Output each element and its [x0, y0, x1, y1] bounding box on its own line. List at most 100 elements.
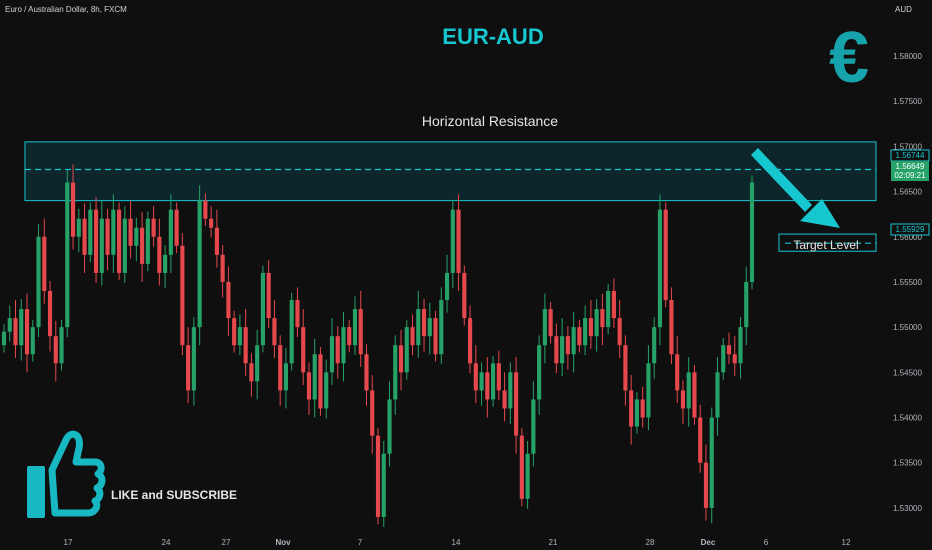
candle-body[interactable] — [312, 354, 317, 400]
candle-body[interactable] — [404, 327, 409, 373]
candle-body[interactable] — [629, 390, 634, 427]
candle-body[interactable] — [42, 236, 47, 291]
candle-body[interactable] — [128, 218, 133, 246]
candle-body[interactable] — [93, 209, 99, 273]
candle-body[interactable] — [496, 363, 501, 391]
candle-body[interactable] — [444, 272, 450, 301]
candle-body[interactable] — [283, 363, 289, 391]
candle-body[interactable] — [157, 236, 162, 273]
candle-body[interactable] — [531, 399, 536, 454]
candle-body[interactable] — [226, 281, 231, 319]
candle-body[interactable] — [47, 290, 53, 337]
candle-body[interactable] — [703, 462, 709, 508]
candle-body[interactable] — [646, 363, 651, 418]
candle-body[interactable] — [145, 218, 150, 264]
candle-body[interactable] — [237, 327, 242, 346]
candle-body[interactable] — [243, 327, 248, 364]
candle-body[interactable] — [439, 300, 444, 355]
candle-body[interactable] — [180, 245, 185, 346]
candle-body[interactable] — [416, 309, 421, 346]
candle-body[interactable] — [623, 345, 628, 391]
candle-body[interactable] — [652, 327, 657, 364]
candle-body[interactable] — [220, 254, 225, 282]
candle-body[interactable] — [301, 327, 306, 373]
candle-body[interactable] — [427, 318, 432, 337]
candle-body[interactable] — [36, 236, 41, 328]
candle-body[interactable] — [473, 363, 478, 391]
candle-body[interactable] — [214, 227, 219, 255]
candle-body[interactable] — [560, 336, 565, 364]
candle-body[interactable] — [565, 336, 570, 355]
candle-body[interactable] — [433, 318, 438, 355]
candle-body[interactable] — [13, 318, 18, 346]
candle-body[interactable] — [554, 336, 559, 364]
candle-body[interactable] — [594, 309, 599, 337]
candle-body[interactable] — [232, 318, 237, 346]
candle-body[interactable] — [600, 309, 605, 328]
candle-body[interactable] — [19, 309, 24, 346]
candle-body[interactable] — [514, 372, 519, 436]
candle-body[interactable] — [709, 417, 714, 508]
candle-body[interactable] — [502, 390, 507, 409]
candle-body[interactable] — [450, 209, 455, 273]
candle-body[interactable] — [70, 182, 76, 237]
candle-body[interactable] — [542, 309, 547, 346]
candle-body[interactable] — [111, 209, 116, 255]
candle-body[interactable] — [634, 399, 639, 427]
candle-body[interactable] — [134, 227, 139, 246]
candle-body[interactable] — [168, 209, 173, 255]
candle-body[interactable] — [289, 300, 294, 364]
candle-body[interactable] — [680, 390, 686, 409]
candle-body[interactable] — [30, 327, 35, 355]
candle-body[interactable] — [117, 209, 122, 273]
candle-body[interactable] — [306, 372, 312, 400]
candle-body[interactable] — [686, 372, 691, 409]
candle-body[interactable] — [393, 345, 398, 400]
candle-body[interactable] — [485, 372, 490, 400]
candle-body[interactable] — [99, 218, 104, 273]
candle-body[interactable] — [341, 327, 346, 364]
candle-body[interactable] — [732, 354, 737, 364]
candle-body[interactable] — [410, 327, 415, 346]
candle-body[interactable] — [352, 309, 358, 346]
candle-body[interactable] — [329, 336, 335, 373]
candle-body[interactable] — [462, 272, 467, 319]
candle-body[interactable] — [324, 372, 329, 409]
candle-body[interactable] — [675, 354, 680, 391]
candle-body[interactable] — [606, 290, 611, 328]
candle-body[interactable] — [1, 331, 7, 346]
candle-body[interactable] — [364, 354, 369, 391]
candle-body[interactable] — [611, 290, 616, 319]
candle-body[interactable] — [191, 327, 196, 391]
candle-body[interactable] — [24, 309, 30, 355]
candle-body[interactable] — [381, 453, 386, 517]
candle-body[interactable] — [663, 209, 668, 301]
candle-body[interactable] — [105, 218, 110, 255]
candle-body[interactable] — [421, 309, 427, 337]
candle-body[interactable] — [347, 327, 352, 346]
candle-body[interactable] — [537, 345, 542, 400]
candle-body[interactable] — [738, 327, 743, 364]
candle-body[interactable] — [657, 209, 663, 328]
candle-body[interactable] — [318, 354, 323, 409]
candle-body[interactable] — [583, 318, 588, 346]
candle-body[interactable] — [721, 345, 726, 373]
candle-body[interactable] — [65, 182, 70, 328]
candle-body[interactable] — [525, 453, 530, 499]
candle-body[interactable] — [375, 435, 381, 517]
candle-body[interactable] — [479, 372, 484, 391]
candle-body[interactable] — [53, 336, 58, 364]
candle-body[interactable] — [588, 318, 593, 337]
candle-body[interactable] — [715, 372, 720, 418]
candle-body[interactable] — [571, 327, 576, 355]
candle-body[interactable] — [744, 281, 749, 328]
candle-body[interactable] — [698, 417, 703, 463]
candle-body[interactable] — [209, 218, 214, 228]
candle-body[interactable] — [140, 227, 145, 264]
candle-body[interactable] — [203, 200, 208, 219]
time-axis[interactable]: 17 24 27 Nov 7 14 21 28 Dec 6 12 — [64, 538, 851, 547]
candle-body[interactable] — [669, 300, 674, 355]
candle-body[interactable] — [82, 218, 87, 255]
candle-body[interactable] — [387, 399, 392, 454]
